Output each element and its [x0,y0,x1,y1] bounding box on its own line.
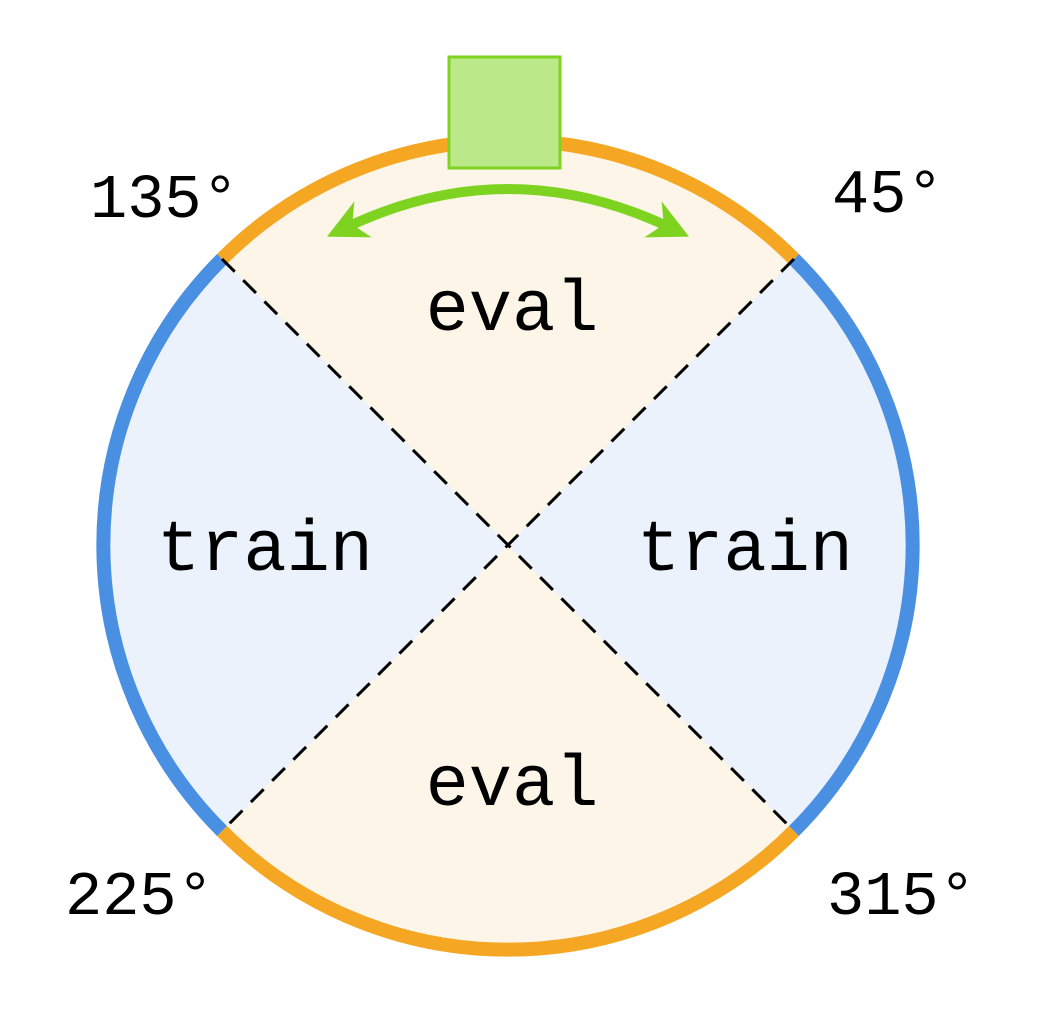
eval-label-bottom: eval [426,745,599,827]
angle-label-225: 225° [65,862,214,933]
angle-label-45: 45° [832,160,944,231]
train-sector-left [103,259,509,831]
train-sector-right [508,259,913,831]
eval-sector-top [222,140,794,545]
train-label-right: train [637,510,853,592]
eval-label-top: eval [426,270,599,352]
train-arc-left [96,254,227,836]
divider-line-45-225 [220,257,796,833]
rotation-arrow [326,184,690,238]
angle-label-315: 315° [827,862,976,933]
eval-sector-bottom [222,545,794,950]
train-arc-right [789,254,920,836]
agent-square [447,55,562,170]
train-label-left: train [157,510,373,592]
angle-label-135: 135° [90,165,239,236]
eval-arc-bottom [217,826,799,957]
